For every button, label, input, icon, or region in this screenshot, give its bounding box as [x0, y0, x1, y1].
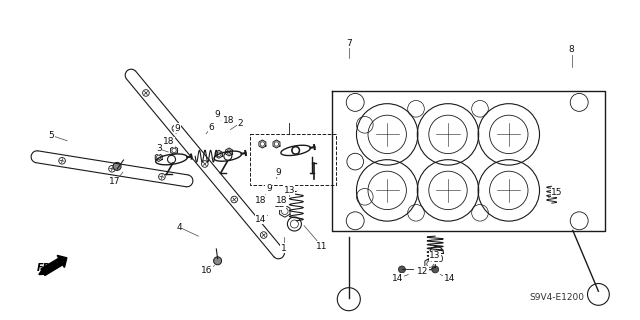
- Text: 13: 13: [284, 186, 295, 195]
- Text: 1: 1: [281, 244, 286, 252]
- Text: 18: 18: [255, 196, 267, 205]
- Text: 9: 9: [215, 110, 220, 119]
- Text: 17: 17: [109, 177, 121, 186]
- Text: 9: 9: [266, 184, 271, 193]
- Bar: [250, 134, 336, 185]
- Text: 4: 4: [177, 223, 182, 232]
- Text: 9: 9: [175, 124, 180, 132]
- Circle shape: [214, 257, 221, 265]
- Text: 11: 11: [316, 242, 328, 251]
- Text: 12: 12: [417, 267, 428, 276]
- Text: S9V4-E1200: S9V4-E1200: [529, 293, 584, 302]
- Text: 2: 2: [237, 119, 243, 128]
- Text: 16: 16: [201, 266, 212, 275]
- Text: 14: 14: [444, 274, 455, 283]
- Text: 9: 9: [276, 168, 281, 177]
- Text: 14: 14: [392, 274, 404, 283]
- Circle shape: [399, 266, 405, 273]
- Text: 14: 14: [255, 215, 267, 224]
- Text: 15: 15: [551, 188, 563, 196]
- Text: 3: 3: [156, 144, 161, 153]
- Text: 7: 7: [346, 39, 351, 48]
- FancyArrow shape: [41, 255, 67, 276]
- Text: 18: 18: [276, 196, 287, 205]
- Text: 6: 6: [209, 123, 214, 132]
- Circle shape: [113, 163, 121, 171]
- Text: 18: 18: [163, 137, 174, 146]
- Circle shape: [432, 266, 438, 273]
- Text: FR.: FR.: [36, 263, 54, 273]
- Text: 8: 8: [569, 45, 574, 54]
- Text: 10: 10: [433, 255, 444, 264]
- Text: 12: 12: [274, 200, 285, 209]
- Text: 18: 18: [223, 116, 234, 124]
- Text: 13: 13: [429, 252, 441, 260]
- Text: 5: 5: [49, 131, 54, 140]
